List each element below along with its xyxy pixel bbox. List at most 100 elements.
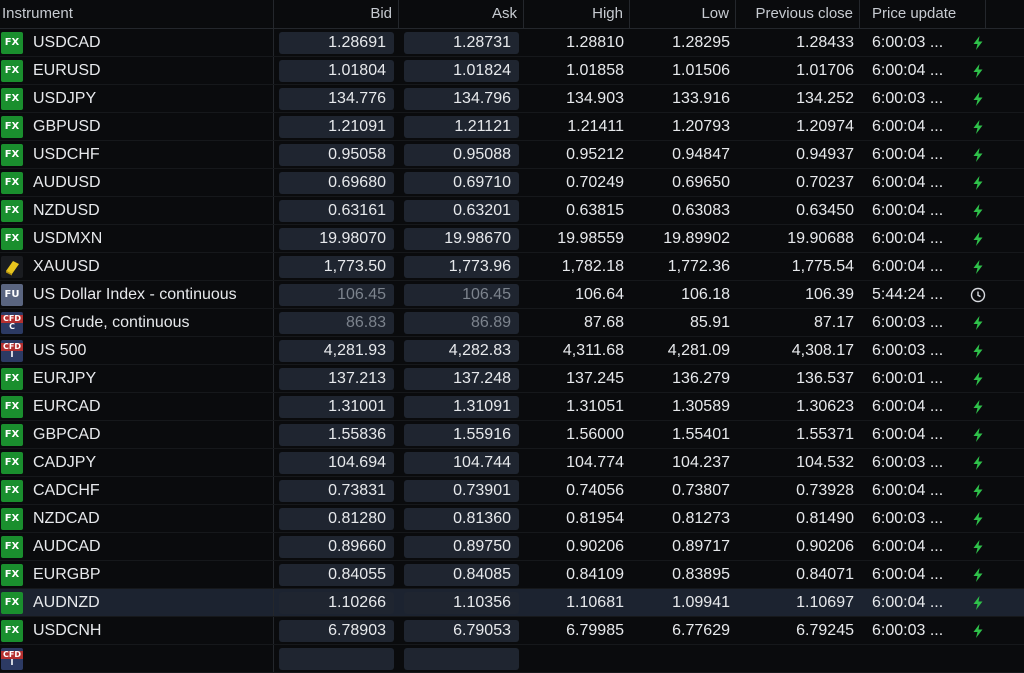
- instrument-cell[interactable]: FX CADJPY: [0, 449, 274, 476]
- table-row[interactable]: FX EURJPY 137.213 137.248 137.245 136.27…: [0, 365, 1024, 393]
- ask-price[interactable]: [404, 647, 519, 670]
- table-row[interactable]: CFD I US 500 4,281.93 4,282.83 4,311.68 4…: [0, 337, 1024, 365]
- ask-price[interactable]: 1.01824: [404, 59, 519, 82]
- header-instrument[interactable]: Instrument: [0, 0, 274, 28]
- bid-price[interactable]: 106.45: [279, 283, 394, 306]
- table-row[interactable]: FX USDCAD 1.28691 1.28731 1.28810 1.2829…: [0, 29, 1024, 57]
- table-row[interactable]: FX USDJPY 134.776 134.796 134.903 133.91…: [0, 85, 1024, 113]
- table-row[interactable]: FX CADJPY 104.694 104.744 104.774 104.23…: [0, 449, 1024, 477]
- ask-cell[interactable]: 1.55916: [399, 421, 524, 448]
- instrument-cell[interactable]: FX USDCNH: [0, 617, 274, 644]
- bid-cell[interactable]: 1.55836: [274, 421, 399, 448]
- header-price-update[interactable]: Price update: [860, 0, 986, 28]
- ask-cell[interactable]: 1.28731: [399, 29, 524, 56]
- bid-price[interactable]: 1.28691: [279, 31, 394, 54]
- bid-price[interactable]: 6.78903: [279, 619, 394, 642]
- bid-cell[interactable]: 1.01804: [274, 57, 399, 84]
- table-row[interactable]: XAUUSD 1,773.50 1,773.96 1,782.18 1,772.…: [0, 253, 1024, 281]
- ask-price[interactable]: 0.81360: [404, 507, 519, 530]
- instrument-cell[interactable]: FX AUDUSD: [0, 169, 274, 196]
- ask-price[interactable]: 0.69710: [404, 171, 519, 194]
- bid-price[interactable]: 0.69680: [279, 171, 394, 194]
- table-row[interactable]: FX GBPCAD 1.55836 1.55916 1.56000 1.5540…: [0, 421, 1024, 449]
- header-previous-close[interactable]: Previous close: [736, 0, 860, 28]
- instrument-cell[interactable]: CFD C US Crude, continuous: [0, 309, 274, 336]
- ask-price[interactable]: 0.95088: [404, 143, 519, 166]
- bid-cell[interactable]: 137.213: [274, 365, 399, 392]
- instrument-cell[interactable]: FX USDCAD: [0, 29, 274, 56]
- bid-price[interactable]: 19.98070: [279, 227, 394, 250]
- bid-price[interactable]: 137.213: [279, 367, 394, 390]
- bid-price[interactable]: 104.694: [279, 451, 394, 474]
- bid-cell[interactable]: 1.21091: [274, 113, 399, 140]
- ask-cell[interactable]: 137.248: [399, 365, 524, 392]
- ask-price[interactable]: 0.63201: [404, 199, 519, 222]
- bid-cell[interactable]: 0.69680: [274, 169, 399, 196]
- bid-cell[interactable]: 0.63161: [274, 197, 399, 224]
- instrument-cell[interactable]: FX EURUSD: [0, 57, 274, 84]
- ask-price[interactable]: 1.31091: [404, 395, 519, 418]
- table-row[interactable]: FX NZDCAD 0.81280 0.81360 0.81954 0.8127…: [0, 505, 1024, 533]
- bid-price[interactable]: 86.83: [279, 311, 394, 334]
- bid-cell[interactable]: 4,281.93: [274, 337, 399, 364]
- ask-cell[interactable]: 0.73901: [399, 477, 524, 504]
- instrument-cell[interactable]: FX USDCHF: [0, 141, 274, 168]
- bid-cell[interactable]: 6.78903: [274, 617, 399, 644]
- ask-price[interactable]: 19.98670: [404, 227, 519, 250]
- ask-cell[interactable]: 6.79053: [399, 617, 524, 644]
- ask-cell[interactable]: 0.95088: [399, 141, 524, 168]
- bid-price[interactable]: 1.21091: [279, 115, 394, 138]
- ask-cell[interactable]: [399, 645, 524, 672]
- bid-cell[interactable]: 0.84055: [274, 561, 399, 588]
- bid-price[interactable]: 0.63161: [279, 199, 394, 222]
- table-row[interactable]: FX GBPUSD 1.21091 1.21121 1.21411 1.2079…: [0, 113, 1024, 141]
- bid-price[interactable]: 0.84055: [279, 563, 394, 586]
- instrument-cell[interactable]: FX CADCHF: [0, 477, 274, 504]
- ask-cell[interactable]: 1.21121: [399, 113, 524, 140]
- bid-price[interactable]: [279, 647, 394, 670]
- table-row[interactable]: FX AUDCAD 0.89660 0.89750 0.90206 0.8971…: [0, 533, 1024, 561]
- ask-price[interactable]: 0.84085: [404, 563, 519, 586]
- bid-price[interactable]: 1.31001: [279, 395, 394, 418]
- table-row[interactable]: FX USDCHF 0.95058 0.95088 0.95212 0.9484…: [0, 141, 1024, 169]
- header-low[interactable]: Low: [630, 0, 736, 28]
- table-row[interactable]: FX EURCAD 1.31001 1.31091 1.31051 1.3058…: [0, 393, 1024, 421]
- bid-price[interactable]: 0.89660: [279, 535, 394, 558]
- bid-cell[interactable]: 1.10266: [274, 589, 399, 616]
- ask-cell[interactable]: 0.63201: [399, 197, 524, 224]
- table-row[interactable]: FX EURGBP 0.84055 0.84085 0.84109 0.8389…: [0, 561, 1024, 589]
- ask-cell[interactable]: 4,282.83: [399, 337, 524, 364]
- ask-price[interactable]: 104.744: [404, 451, 519, 474]
- ask-price[interactable]: 1.28731: [404, 31, 519, 54]
- ask-cell[interactable]: 104.744: [399, 449, 524, 476]
- bid-cell[interactable]: 1.28691: [274, 29, 399, 56]
- bid-cell[interactable]: 86.83: [274, 309, 399, 336]
- ask-price[interactable]: 137.248: [404, 367, 519, 390]
- ask-price[interactable]: 106.45: [404, 283, 519, 306]
- ask-price[interactable]: 0.73901: [404, 479, 519, 502]
- ask-cell[interactable]: 0.69710: [399, 169, 524, 196]
- table-row[interactable]: FX AUDNZD 1.10266 1.10356 1.10681 1.0994…: [0, 589, 1024, 617]
- bid-price[interactable]: 0.73831: [279, 479, 394, 502]
- table-row[interactable]: CFD C US Crude, continuous 86.83 86.89 87…: [0, 309, 1024, 337]
- ask-price[interactable]: 86.89: [404, 311, 519, 334]
- table-row[interactable]: CFD I: [0, 645, 1024, 673]
- bid-price[interactable]: 1,773.50: [279, 255, 394, 278]
- ask-price[interactable]: 134.796: [404, 87, 519, 110]
- ask-price[interactable]: 0.89750: [404, 535, 519, 558]
- bid-price[interactable]: 1.55836: [279, 423, 394, 446]
- instrument-cell[interactable]: FX EURCAD: [0, 393, 274, 420]
- bid-cell[interactable]: 19.98070: [274, 225, 399, 252]
- ask-price[interactable]: 1.10356: [404, 591, 519, 614]
- bid-cell[interactable]: 1,773.50: [274, 253, 399, 280]
- table-row[interactable]: FX USDMXN 19.98070 19.98670 19.98559 19.…: [0, 225, 1024, 253]
- bid-cell[interactable]: 0.81280: [274, 505, 399, 532]
- ask-price[interactable]: 1.21121: [404, 115, 519, 138]
- bid-price[interactable]: 1.01804: [279, 59, 394, 82]
- ask-cell[interactable]: 0.89750: [399, 533, 524, 560]
- instrument-cell[interactable]: FX USDJPY: [0, 85, 274, 112]
- ask-price[interactable]: 1,773.96: [404, 255, 519, 278]
- instrument-cell[interactable]: FX GBPUSD: [0, 113, 274, 140]
- bid-cell[interactable]: 106.45: [274, 281, 399, 308]
- instrument-cell[interactable]: CFD I: [0, 645, 274, 672]
